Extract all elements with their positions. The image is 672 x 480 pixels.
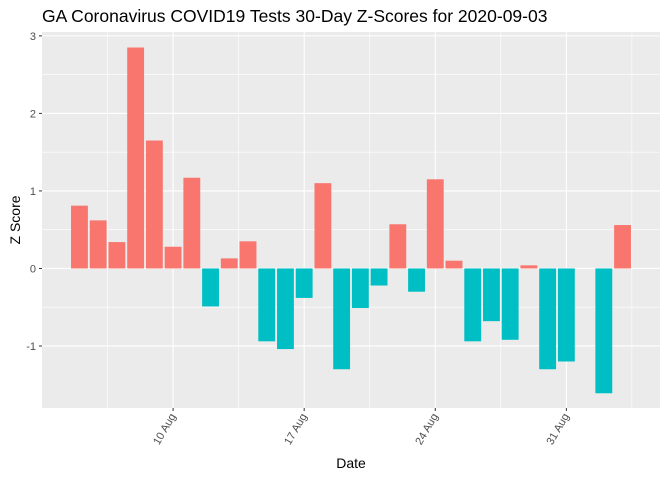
bar-negative: [595, 268, 613, 394]
y-axis: -1 0 1 2 3: [26, 31, 42, 353]
major-gridlines: [42, 32, 660, 408]
x-axis-title: Date: [336, 455, 366, 471]
bar-positive: [89, 220, 107, 269]
minor-gridlines: [42, 32, 660, 408]
bar-negative: [501, 268, 519, 340]
bar-negative: [557, 268, 575, 362]
x-tick-label: 31 Aug: [544, 412, 572, 448]
bar-positive: [164, 246, 182, 269]
x-tick-label: 24 Aug: [413, 412, 441, 448]
x-axis: 10 Aug 17 Aug 24 Aug 31 Aug: [151, 408, 572, 447]
bar-positive: [445, 260, 463, 269]
bar-positive: [71, 205, 88, 269]
x-tick-label: 17 Aug: [282, 412, 310, 448]
y-tick-label: -1: [26, 341, 36, 353]
chart-title: GA Coronavirus COVID19 Tests 30-Day Z-Sc…: [42, 6, 548, 26]
bar-positive: [145, 140, 163, 269]
bar-positive: [127, 47, 145, 269]
bar-positive: [220, 258, 238, 269]
bar-positive: [426, 179, 444, 269]
bar-positive: [183, 177, 201, 269]
bar-negative: [464, 268, 482, 342]
bar-series: [71, 47, 631, 394]
bar-negative: [483, 268, 500, 322]
bar-negative: [370, 268, 388, 286]
y-tick-label: 0: [30, 263, 36, 275]
bar-positive: [520, 265, 538, 269]
y-axis-title: Z Score: [7, 195, 23, 244]
bar-negative: [202, 268, 219, 307]
bar-negative: [539, 268, 557, 370]
bar-negative: [258, 268, 276, 342]
bar-negative: [277, 268, 294, 350]
plot-panel: [42, 32, 660, 408]
bar-negative: [333, 268, 351, 370]
bar-positive: [108, 242, 126, 269]
bar-positive: [614, 225, 631, 269]
y-tick-label: 2: [30, 108, 36, 120]
bar-negative: [351, 268, 369, 308]
bar-negative: [408, 268, 425, 292]
y-tick-label: 3: [30, 31, 36, 43]
y-tick-label: 1: [30, 186, 36, 198]
bar-positive: [389, 224, 407, 269]
bar-positive: [314, 183, 332, 269]
x-tick-label: 10 Aug: [151, 412, 179, 448]
bar-negative: [295, 268, 313, 298]
bar-positive: [239, 241, 257, 269]
